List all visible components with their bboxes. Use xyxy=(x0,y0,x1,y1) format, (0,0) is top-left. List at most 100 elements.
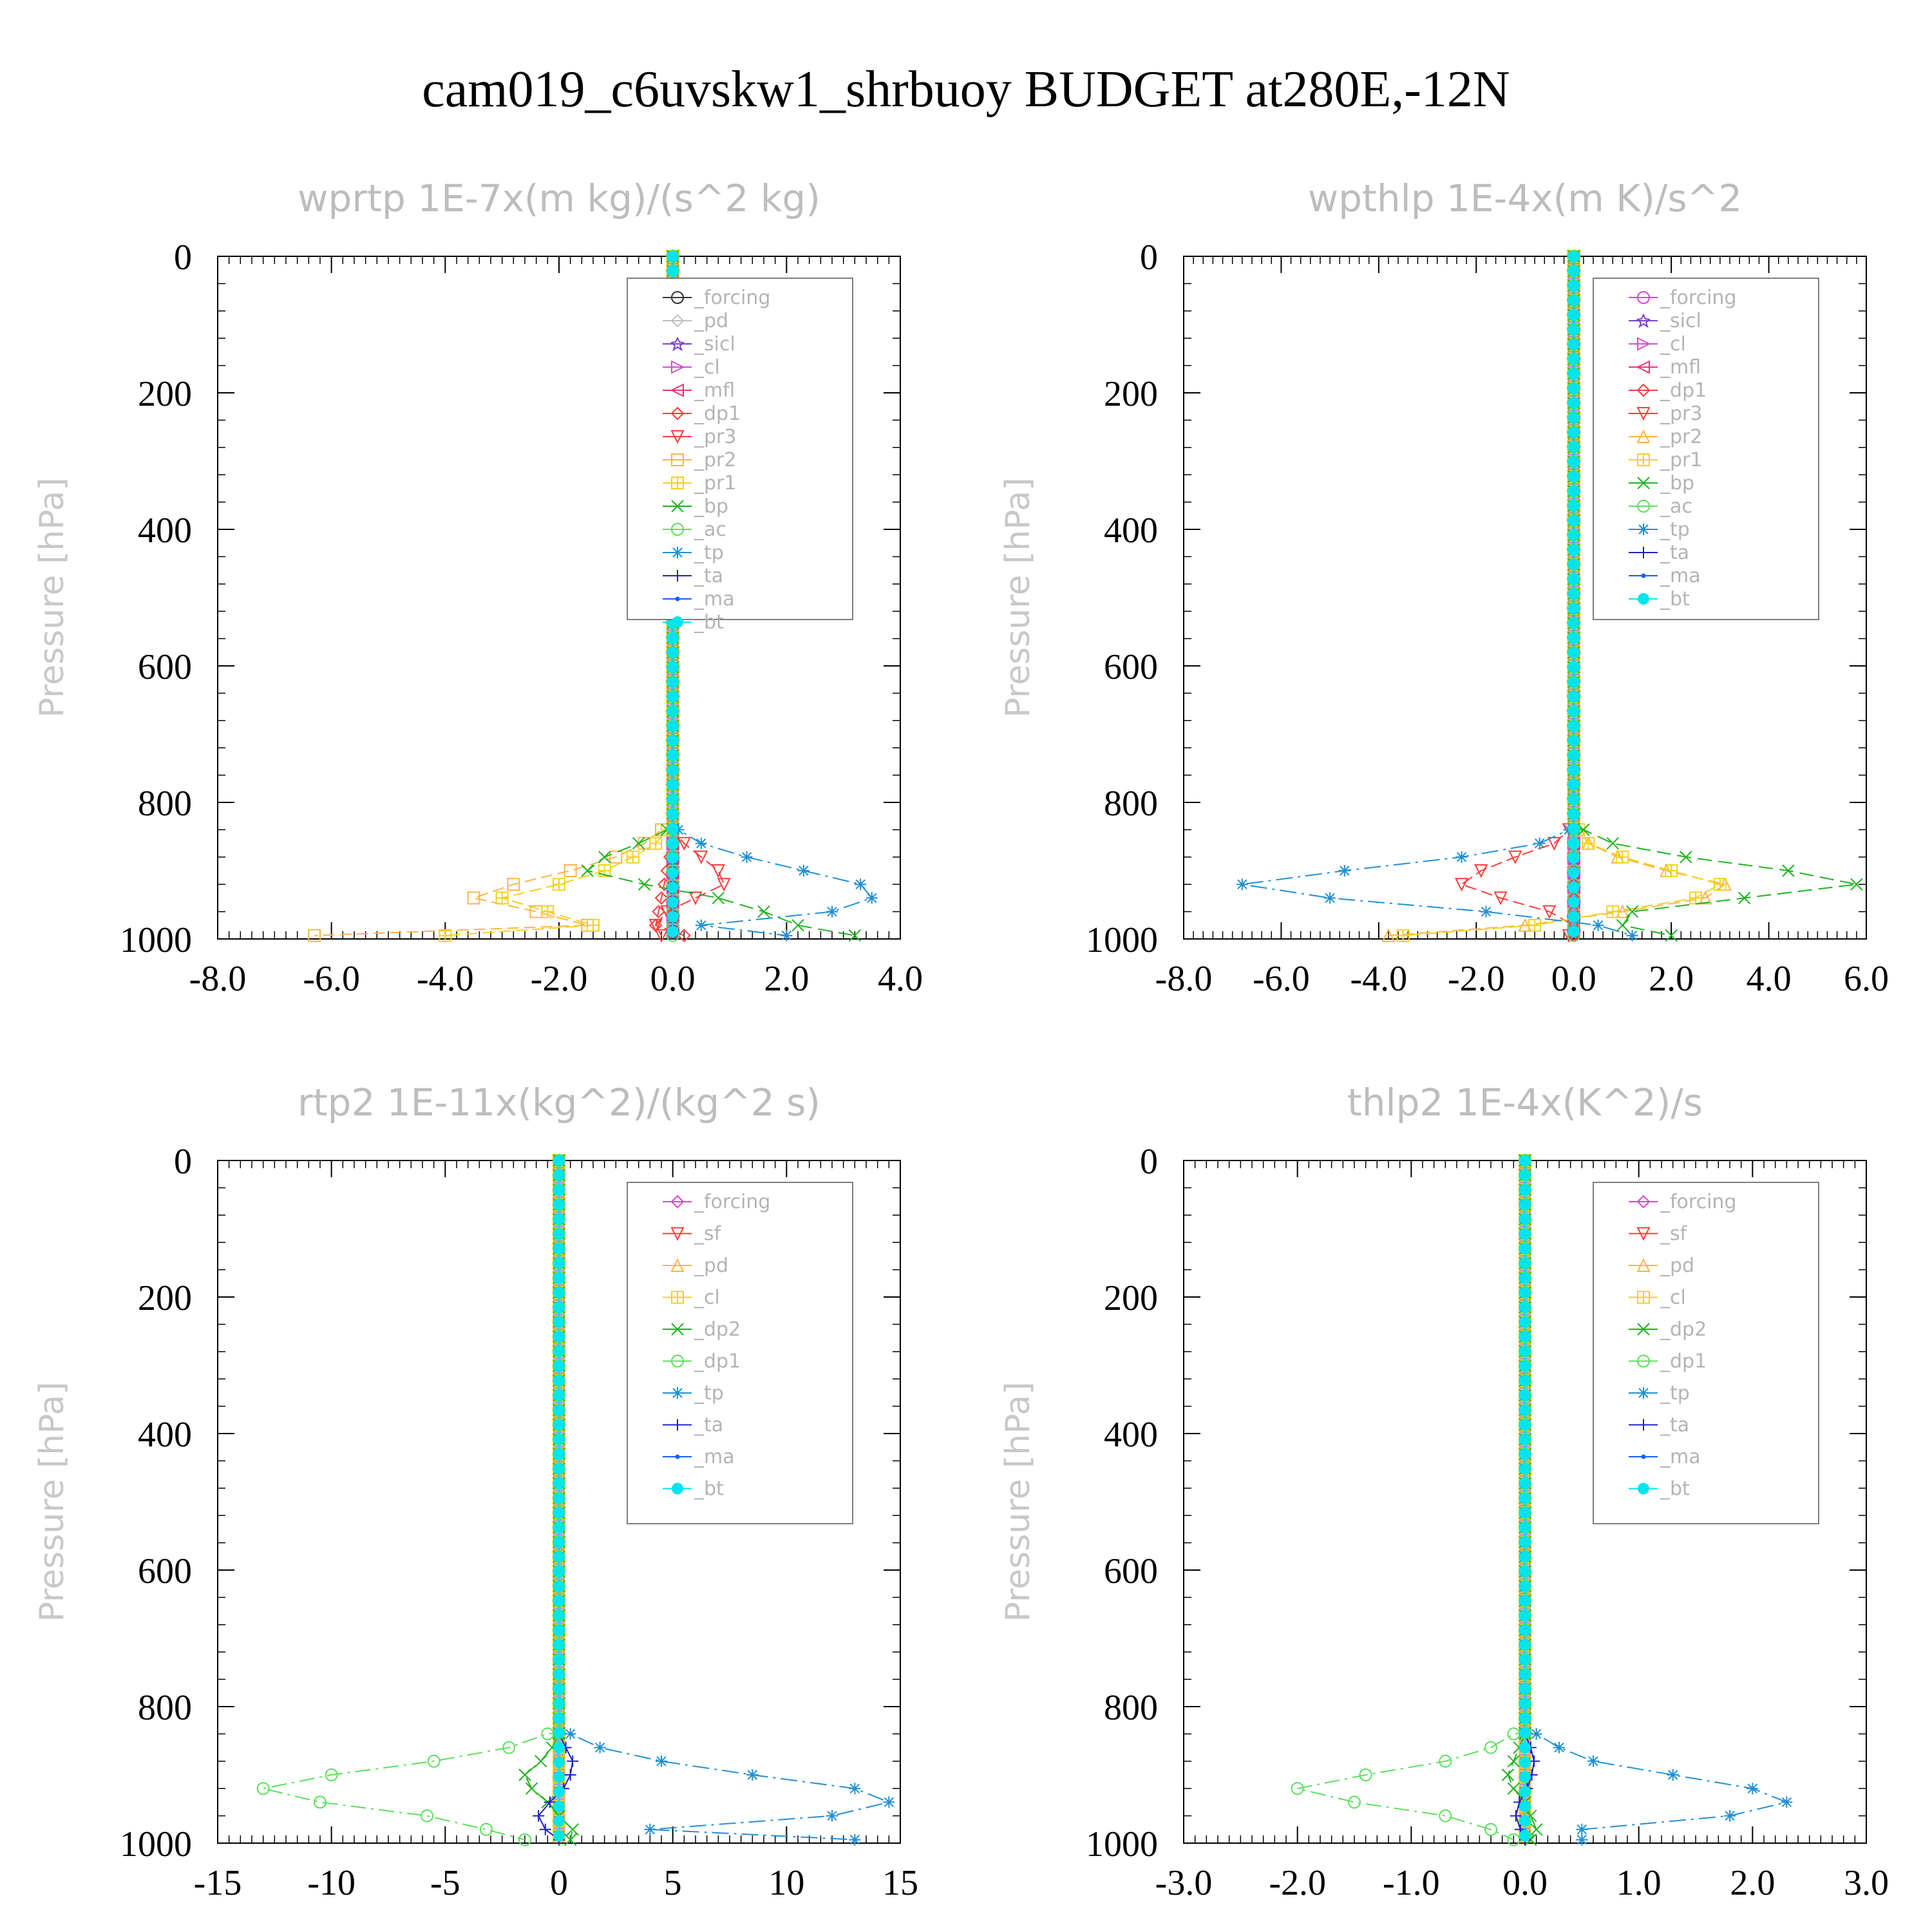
legend-marker xyxy=(1636,1195,1651,1209)
y-axis-label: Pressure [hPa] xyxy=(999,1382,1037,1622)
legend-marker xyxy=(1636,1227,1651,1241)
legend-item: _dp1 xyxy=(663,1350,741,1373)
data-point xyxy=(1567,558,1580,571)
y-tick-label: 600 xyxy=(138,1551,192,1591)
data-point xyxy=(781,929,793,942)
data-point xyxy=(1724,1810,1736,1822)
data-point xyxy=(712,891,725,905)
legend-marker xyxy=(671,523,684,536)
data-point xyxy=(502,1741,516,1754)
data-point xyxy=(553,1653,565,1665)
data-point xyxy=(533,1810,545,1822)
x-tick-label: 4.0 xyxy=(878,959,923,999)
panel-title: rtp2 1E-11x(kg^2)/(kg^2 s) xyxy=(298,1081,820,1124)
legend-label: _dp1 xyxy=(694,402,741,425)
data-point xyxy=(308,929,321,942)
data-point xyxy=(667,793,679,806)
series-dp2 xyxy=(518,1154,579,1846)
legend-marker xyxy=(1637,1323,1650,1336)
data-point xyxy=(1567,470,1580,482)
x-tick-label: 2.0 xyxy=(1730,1863,1775,1903)
legend-marker xyxy=(1641,1454,1646,1459)
series-dp1 xyxy=(256,1154,565,1846)
legend-marker xyxy=(1636,1258,1651,1272)
legend-label: _ma xyxy=(694,1446,735,1468)
data-point xyxy=(1567,676,1580,688)
legend-marker xyxy=(672,1419,683,1431)
data-point xyxy=(553,1668,565,1680)
data-point xyxy=(1567,735,1580,747)
data-point xyxy=(553,1595,565,1607)
data-point xyxy=(1547,837,1562,851)
data-point xyxy=(1667,1769,1679,1781)
data-point xyxy=(1508,850,1522,865)
x-tick-label: -4.0 xyxy=(1350,959,1408,999)
x-tick-label: 1.0 xyxy=(1616,1863,1662,1903)
data-point xyxy=(1381,928,1396,942)
legend-item: _pd xyxy=(1629,1255,1694,1277)
data-point xyxy=(1665,864,1678,877)
data-point xyxy=(652,905,665,919)
data-point xyxy=(1567,412,1580,424)
data-point xyxy=(553,1609,565,1622)
series-bt xyxy=(553,1155,565,1842)
data-point xyxy=(1567,426,1580,439)
chart-panel-3: rtp2 1E-11x(kg^2)/(kg^2 s) Pressure [hPa]… xyxy=(33,1081,918,1903)
data-point xyxy=(1519,1771,1531,1783)
data-point xyxy=(1665,929,1678,942)
legend-item: _sf xyxy=(1629,1223,1688,1245)
data-point xyxy=(325,1768,338,1781)
data-point xyxy=(667,881,679,893)
data-point xyxy=(1567,323,1580,336)
x-tick-label: -6.0 xyxy=(1253,959,1310,999)
data-point xyxy=(553,1404,565,1416)
legend-marker xyxy=(1637,500,1650,513)
x-tick-label: 10 xyxy=(768,1863,804,1903)
data-point xyxy=(1567,309,1580,321)
legend-marker xyxy=(1637,291,1650,304)
data-point xyxy=(1480,905,1492,918)
data-point xyxy=(609,850,623,864)
y-tick-label: 0 xyxy=(1140,1142,1158,1182)
data-point xyxy=(1484,1741,1497,1754)
data-point xyxy=(1519,1257,1531,1269)
data-point xyxy=(553,1506,565,1519)
data-point xyxy=(553,1741,565,1754)
series-bt xyxy=(1519,1155,1531,1842)
x-tick-label: 0.0 xyxy=(1502,1863,1548,1903)
y-tick-label: 0 xyxy=(1140,238,1158,278)
data-point xyxy=(1567,265,1580,277)
data-point xyxy=(1519,1815,1531,1827)
data-point xyxy=(1519,1331,1531,1343)
data-point xyxy=(866,892,878,904)
data-point xyxy=(1567,808,1580,820)
x-tick-label: 6.0 xyxy=(1844,959,1889,999)
data-point xyxy=(1576,1823,1588,1835)
x-tick-label: 0.0 xyxy=(650,959,696,999)
data-point xyxy=(1625,905,1639,918)
data-point xyxy=(1567,867,1580,879)
legend-label: _ma xyxy=(1660,1446,1701,1468)
data-point xyxy=(553,1198,565,1211)
data-point xyxy=(1567,822,1580,835)
panel-title: wprtp 1E-7x(m kg)/(s^2 kg) xyxy=(298,176,820,220)
data-point xyxy=(694,850,708,865)
panels: wprtp 1E-7x(m kg)/(s^2 kg) Pressure [hPa]… xyxy=(33,176,1889,1903)
data-point xyxy=(1291,1782,1304,1795)
data-point xyxy=(1348,1795,1361,1809)
legend-item: _forcing xyxy=(1629,287,1736,309)
legend-item: _ma xyxy=(663,1446,735,1468)
data-point xyxy=(553,1272,565,1284)
data-point xyxy=(791,919,804,932)
legend-label: _mfl xyxy=(1660,356,1701,379)
data-point xyxy=(535,1755,547,1768)
data-point xyxy=(1507,1782,1520,1795)
legend-label: _forcing xyxy=(694,287,770,309)
legend-item: _ma xyxy=(1629,1446,1701,1468)
data-point xyxy=(1519,1242,1531,1255)
data-point xyxy=(1567,647,1580,659)
data-point xyxy=(1519,1448,1531,1460)
data-point xyxy=(1507,1755,1520,1768)
data-point xyxy=(1396,929,1410,942)
